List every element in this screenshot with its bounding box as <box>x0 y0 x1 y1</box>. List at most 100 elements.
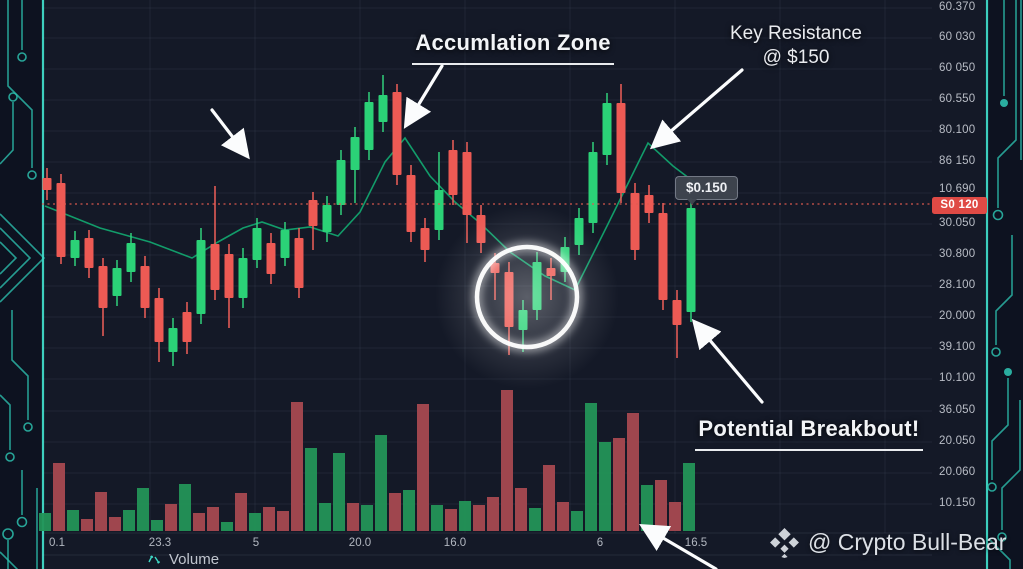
volume-bar <box>557 502 569 531</box>
candle-body <box>364 102 374 150</box>
volume-bar <box>473 505 485 531</box>
volume-bar <box>361 505 373 531</box>
last-price-tag: S0 120 <box>932 197 987 214</box>
candle-body <box>210 244 220 290</box>
time-axis-label: 16.5 <box>684 537 708 549</box>
watermark: @ Crypto Bull-Bear <box>769 527 1006 558</box>
volume-bar <box>207 507 219 531</box>
key-resistance-label: Key Resistance @ $150 <box>729 23 862 68</box>
candle-body <box>252 228 262 260</box>
candle-body <box>686 208 696 312</box>
price-axis-label: 39.100 <box>939 341 976 353</box>
candle-body <box>420 228 430 250</box>
volume-bar <box>249 513 261 531</box>
volume-bar <box>235 493 247 531</box>
volume-bar <box>655 480 667 531</box>
price-axis-label: 10.100 <box>939 372 976 384</box>
time-axis-label: 16.0 <box>443 537 467 549</box>
annotation-arrows <box>210 64 764 569</box>
candle-body <box>672 300 682 325</box>
price-axis-label: 30.800 <box>939 248 976 260</box>
candle-body <box>322 205 332 232</box>
volume-bar <box>277 511 289 531</box>
volume-bar <box>221 522 233 531</box>
volume-bar <box>431 505 443 531</box>
volume-bar <box>515 488 527 531</box>
volume-bar <box>67 510 79 531</box>
highlight-circle <box>435 205 619 389</box>
price-axis-label: 60 030 <box>939 31 976 43</box>
volume-bar <box>543 465 555 531</box>
volume-bar <box>319 503 331 531</box>
volume-bar <box>487 497 499 531</box>
volume-bar <box>179 484 191 531</box>
watermark-text: @ Crypto Bull-Bear <box>808 529 1007 555</box>
candle-body <box>70 240 80 258</box>
volume-bar <box>291 402 303 531</box>
candle-body <box>616 103 626 193</box>
candle-body <box>42 178 52 190</box>
candle-body <box>168 328 178 352</box>
time-axis-label: 23.3 <box>148 537 172 549</box>
price-axis-label: 28.100 <box>939 279 976 291</box>
volume-bar <box>123 510 135 531</box>
price-axis-label: 86 150 <box>939 155 976 167</box>
time-axis[interactable]: 0.1 23.3 5 20.0 16.0 6 16.5 <box>0 533 1023 555</box>
volume-indicator-icon[interactable] <box>147 552 162 567</box>
price-axis[interactable]: 60.370 60 030 60 050 60.550 80.100 86 150 10.6… <box>936 0 986 533</box>
volume-bar <box>305 448 317 531</box>
candle-body <box>280 230 290 258</box>
candle-body <box>154 298 164 342</box>
candle-body <box>98 266 108 308</box>
volume-bar <box>683 463 695 531</box>
price-axis-label: 20.050 <box>939 435 976 447</box>
circuit-decoration-left <box>0 0 46 569</box>
volume-layer <box>39 390 695 531</box>
candle-body <box>112 268 122 296</box>
candle-body <box>350 137 360 170</box>
volume-bar <box>165 504 177 531</box>
volume-bar <box>347 503 359 531</box>
candle-body <box>378 95 388 122</box>
volume-bar <box>641 485 653 531</box>
volume-bar <box>193 513 205 531</box>
price-axis-label: 36.050 <box>939 404 976 416</box>
price-axis-label: 10.690 <box>939 183 976 195</box>
price-axis-label: 60.370 <box>939 1 976 13</box>
volume-bar <box>613 438 625 531</box>
candle-body <box>448 150 458 195</box>
candle-body <box>56 183 66 257</box>
candle-body <box>308 200 318 226</box>
time-axis-label: 5 <box>252 537 260 549</box>
candle-body <box>294 238 304 288</box>
price-axis-label: 30.050 <box>939 217 976 229</box>
volume-bar <box>53 463 65 531</box>
volume-bar <box>445 509 457 531</box>
volume-bar <box>501 390 513 531</box>
candle-body <box>140 266 150 308</box>
candle-body <box>126 243 136 272</box>
volume-bar <box>95 492 107 531</box>
candle-body <box>392 92 402 175</box>
volume-bar <box>403 490 415 531</box>
price-axis-label: 60 050 <box>939 62 976 74</box>
volume-label: Volume <box>169 551 220 568</box>
price-tooltip: $0.150 <box>675 176 739 205</box>
volume-bar <box>375 435 387 531</box>
volume-bar <box>333 453 345 531</box>
volume-bar <box>529 508 541 531</box>
volume-bar <box>389 493 401 531</box>
candle-body <box>658 213 668 300</box>
candle-body <box>602 103 612 155</box>
price-axis-label: 20.060 <box>939 466 976 478</box>
volume-bar <box>459 501 471 531</box>
price-axis-label: 10.150 <box>939 497 976 509</box>
candle-body <box>434 190 444 230</box>
volume-bar <box>571 511 583 531</box>
volume-bar <box>81 519 93 531</box>
circuit-decoration-right <box>985 0 1023 569</box>
candle-body <box>182 312 192 342</box>
volume-bar <box>263 507 275 531</box>
